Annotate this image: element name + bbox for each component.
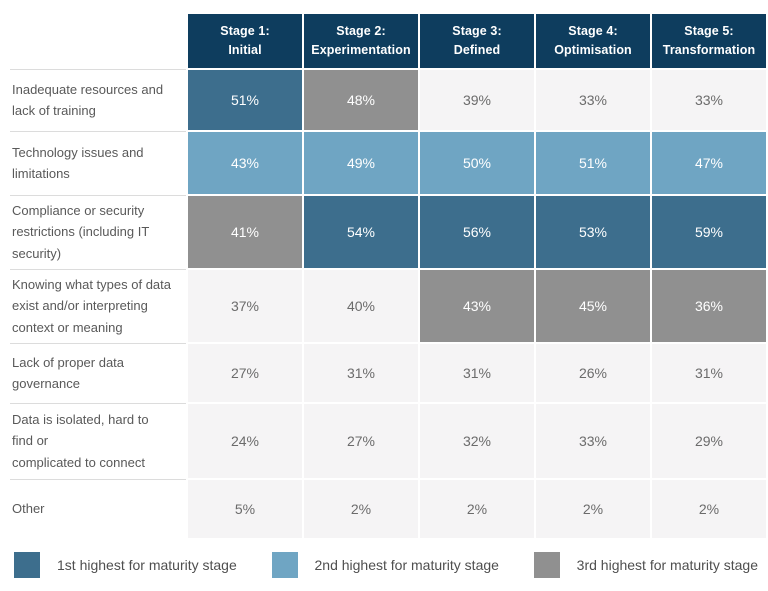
value-cell: 33% [536, 404, 650, 478]
legend-swatch-2nd-highest-icon [271, 552, 298, 578]
value-cell: 33% [536, 70, 650, 130]
value-cell: 29% [652, 404, 766, 478]
value-cell: 5% [188, 480, 302, 538]
value-cell: 50% [420, 132, 534, 194]
value-cell: 45% [536, 270, 650, 342]
value-cell: 53% [536, 196, 650, 268]
value-cell: 2% [652, 480, 766, 538]
value-cell: 33% [652, 70, 766, 130]
legend-swatch-3rd-highest-icon [533, 552, 560, 578]
legend-item-3rd-highest: 3rd highest for maturity stage [533, 552, 758, 578]
legend: 1st highest for maturity stage 2nd highe… [14, 552, 758, 578]
column-header-stage-2: Stage 2: Experimentation [304, 14, 418, 68]
row-label-inadequate-resources: Inadequate resources and lack of trainin… [0, 69, 186, 130]
legend-label: 2nd highest for maturity stage [314, 557, 499, 573]
value-cell: 31% [304, 344, 418, 402]
value-cell: 26% [536, 344, 650, 402]
value-cell: 2% [420, 480, 534, 538]
legend-item-1st-highest: 1st highest for maturity stage [14, 552, 237, 578]
legend-label: 1st highest for maturity stage [57, 557, 237, 573]
value-cell: 49% [304, 132, 418, 194]
column-header-stage-3: Stage 3: Defined [420, 14, 534, 68]
value-cell: 54% [304, 196, 418, 268]
value-cell: 36% [652, 270, 766, 342]
value-cell: 43% [420, 270, 534, 342]
value-cell: 2% [304, 480, 418, 538]
legend-swatch-1st-highest-icon [14, 552, 40, 578]
value-cell: 41% [188, 196, 302, 268]
value-cell: 32% [420, 404, 534, 478]
legend-item-2nd-highest: 2nd highest for maturity stage [271, 552, 499, 578]
value-cell: 39% [420, 70, 534, 130]
value-cell: 51% [536, 132, 650, 194]
value-cell: 47% [652, 132, 766, 194]
legend-label: 3rd highest for maturity stage [576, 557, 758, 573]
row-label-data-governance: Lack of proper data governance [0, 343, 186, 402]
row-label-data-isolated: Data is isolated, hard to find or compli… [0, 403, 186, 478]
row-label-compliance-security: Compliance or security restrictions (inc… [0, 195, 186, 268]
row-label-knowing-data-types: Knowing what types of data exist and/or … [0, 269, 186, 342]
value-cell: 27% [304, 404, 418, 478]
maturity-stage-heatmap-figure: Stage 1: Initial Stage 2: Experimentatio… [0, 14, 768, 591]
value-cell: 31% [420, 344, 534, 402]
column-header-stage-4: Stage 4: Optimisation [536, 14, 650, 68]
column-header-stage-5: Stage 5: Transformation [652, 14, 766, 68]
row-label-technology-issues: Technology issues and limitations [0, 131, 186, 194]
value-cell: 51% [188, 70, 302, 130]
value-cell: 43% [188, 132, 302, 194]
value-cell: 27% [188, 344, 302, 402]
corner-spacer [0, 14, 186, 68]
column-header-stage-1: Stage 1: Initial [188, 14, 302, 68]
value-cell: 37% [188, 270, 302, 342]
value-cell: 2% [536, 480, 650, 538]
row-label-other: Other [0, 479, 186, 538]
value-cell: 59% [652, 196, 766, 268]
stage-challenge-table: Stage 1: Initial Stage 2: Experimentatio… [0, 14, 766, 538]
value-cell: 31% [652, 344, 766, 402]
value-cell: 56% [420, 196, 534, 268]
value-cell: 48% [304, 70, 418, 130]
value-cell: 24% [188, 404, 302, 478]
value-cell: 40% [304, 270, 418, 342]
